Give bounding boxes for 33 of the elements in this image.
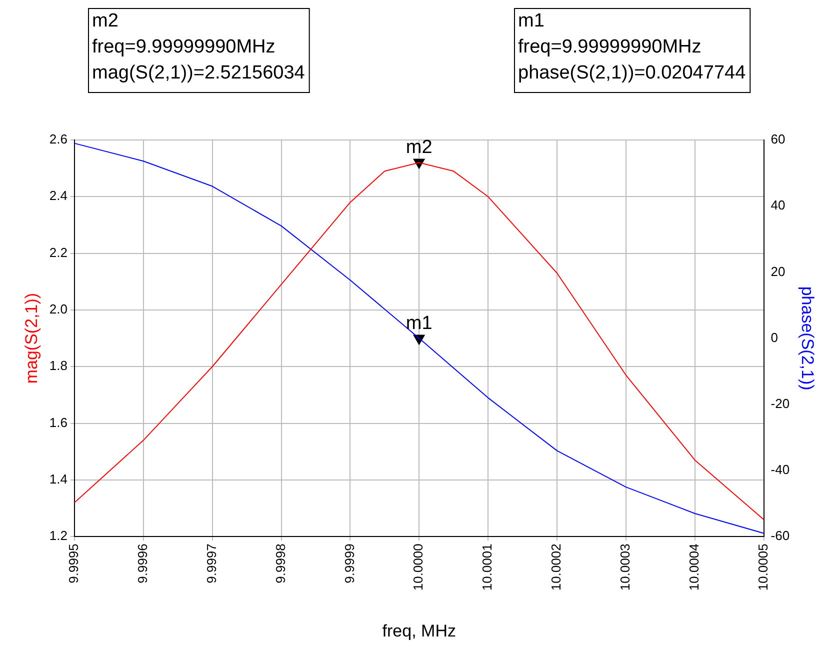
y-tick-label: 1.6 <box>49 414 68 430</box>
y2-tick-label: 0 <box>770 330 778 345</box>
y-tick-label: 2.0 <box>49 302 68 317</box>
y-tick-label: 2.2 <box>49 244 68 260</box>
x-tick-label: 9.9997 <box>204 544 219 584</box>
y2-tick-label: -60 <box>770 528 790 544</box>
x-tick-label: 10.0003 <box>618 544 633 591</box>
series-label: m1 <box>406 312 432 334</box>
y-tick-label: 1.2 <box>49 528 68 544</box>
x-tick-label: 9.9998 <box>272 544 288 584</box>
x-tick-label: 9.9999 <box>342 544 357 584</box>
y2-axis-title: phase(S(2,1)) <box>798 286 818 390</box>
x-tick-label: 10.0001 <box>480 544 495 591</box>
y2-tick-label: -20 <box>770 396 790 411</box>
series-label: m2 <box>406 136 432 158</box>
x-tick-label: 10.0004 <box>686 544 702 591</box>
y2-tick-label: -40 <box>770 462 790 478</box>
y-axis-title: mag(S(2,1)) <box>22 292 41 384</box>
x-tick-label: 10.0002 <box>548 544 564 591</box>
y-tick-label: 1.4 <box>49 472 68 487</box>
y-tick-label: 2.6 <box>49 132 68 147</box>
y-tick-label: 2.4 <box>49 188 68 204</box>
x-tick-label: 10.0005 <box>755 544 770 591</box>
y-tick-label: 1.8 <box>49 358 68 374</box>
x-tick-label: 9.9996 <box>134 544 150 584</box>
text: m2 freq=9.99999990MHz mag(S(2,1))=2.52156034 <box>92 10 306 84</box>
y2-tick-label: 60 <box>770 132 786 147</box>
x-tick-label: 9.9995 <box>66 544 82 584</box>
y2-tick-label: 40 <box>770 198 786 213</box>
x-axis-title: freq, MHz <box>382 621 456 640</box>
x-tick-label: 10.0000 <box>410 544 426 591</box>
text: m1 freq=9.99999990MHz phase(S(2,1))=0.02047744 <box>518 10 746 84</box>
y2-tick-label: 20 <box>770 264 786 279</box>
